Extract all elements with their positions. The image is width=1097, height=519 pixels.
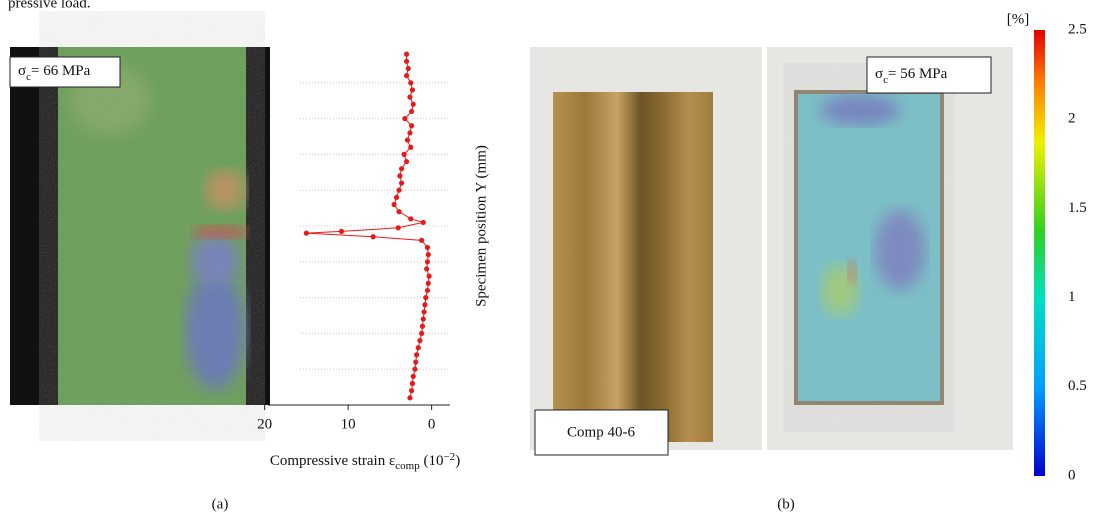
strain-point [413, 359, 419, 365]
colorbar-tick-label: 2 [1068, 111, 1076, 127]
strain-point [407, 94, 413, 100]
colorbar-tick-label: 0.5 [1068, 378, 1087, 394]
specimen-box [534, 409, 669, 456]
x-tick-label: 20 [257, 416, 272, 432]
strain-point [338, 228, 345, 234]
strain-point [420, 316, 426, 322]
strain-point [424, 259, 431, 265]
strain-point [403, 73, 410, 79]
colorbar-tick-label: 0 [1068, 467, 1076, 483]
strain-point [408, 216, 414, 222]
strain-point [419, 330, 425, 336]
panel-label: (a) [212, 496, 229, 512]
strain-point [408, 80, 414, 86]
strain-point [403, 58, 410, 64]
strain-point [395, 225, 401, 231]
strain-point [425, 252, 431, 258]
strain-point [425, 280, 431, 286]
strain-point [420, 219, 426, 226]
strain-point [409, 380, 416, 387]
stress-label: σc= 66 MPa [18, 63, 91, 82]
strain-point [396, 187, 402, 193]
strain-point [419, 323, 426, 329]
strain-point [412, 366, 418, 372]
strain-point [407, 395, 413, 401]
header-text: pressive load. [8, 0, 90, 11]
strain-point [426, 273, 432, 279]
panel-label: (b) [777, 496, 795, 512]
strain-point [391, 201, 397, 208]
strain-point [408, 388, 415, 394]
x-axis-label: Compressive strain εcomp (10−2) [270, 451, 460, 472]
colorbar-tick-label: 2.5 [1068, 21, 1087, 37]
x-tick-label: 0 [428, 416, 436, 432]
stress-label: σc= 56 MPa [875, 66, 948, 85]
strain-point [424, 287, 431, 294]
y-axis-label: Specimen position Y (mm) [473, 145, 489, 307]
strain-point [408, 123, 415, 129]
strain-point [409, 87, 416, 93]
colorbar-tick-label: 1 [1068, 289, 1076, 305]
strain-point [370, 234, 376, 240]
specimen-label: Comp 40-6 [567, 424, 635, 440]
strain-point [396, 209, 402, 215]
strain-point [424, 244, 431, 251]
strain-point [417, 337, 423, 344]
dic-image-a [10, 47, 270, 405]
strain-point [410, 373, 416, 379]
strain-point [415, 345, 421, 351]
strain-point [419, 237, 425, 243]
strain-point [421, 309, 427, 315]
colorbar: [%] 0 0.5 1 1.5 2 2.5 [1007, 11, 1087, 483]
strain-point [407, 130, 413, 136]
strain-point [414, 352, 420, 358]
strain-point [398, 180, 405, 186]
strain-point [405, 65, 411, 72]
strain-point [393, 194, 400, 200]
strain-point [402, 116, 408, 122]
strain-point [401, 151, 407, 157]
colorbar-tick-label: 1.5 [1068, 200, 1087, 216]
strain-point [403, 158, 410, 165]
strain-point [303, 230, 310, 236]
strain-point [422, 302, 428, 308]
strain-point [408, 108, 415, 115]
strain-point [408, 144, 414, 150]
strain-point [410, 101, 416, 107]
colorbar-unit: [%] [1007, 11, 1030, 27]
strain-point [398, 166, 405, 172]
x-tick-label: 10 [341, 416, 356, 432]
strain-chart: Compressive strain εcomp (10−2) Specimen… [257, 51, 489, 472]
strain-line [306, 54, 430, 398]
strain-point [423, 295, 429, 301]
strain-point [404, 137, 411, 143]
stress-box [9, 56, 121, 88]
dic-image-b [794, 90, 944, 405]
colorbar-scale [1034, 30, 1045, 476]
stress-box [866, 56, 992, 94]
strain-point [403, 51, 410, 57]
wood-specimen [553, 92, 713, 442]
strain-point [397, 173, 403, 179]
strain-point [424, 266, 430, 272]
